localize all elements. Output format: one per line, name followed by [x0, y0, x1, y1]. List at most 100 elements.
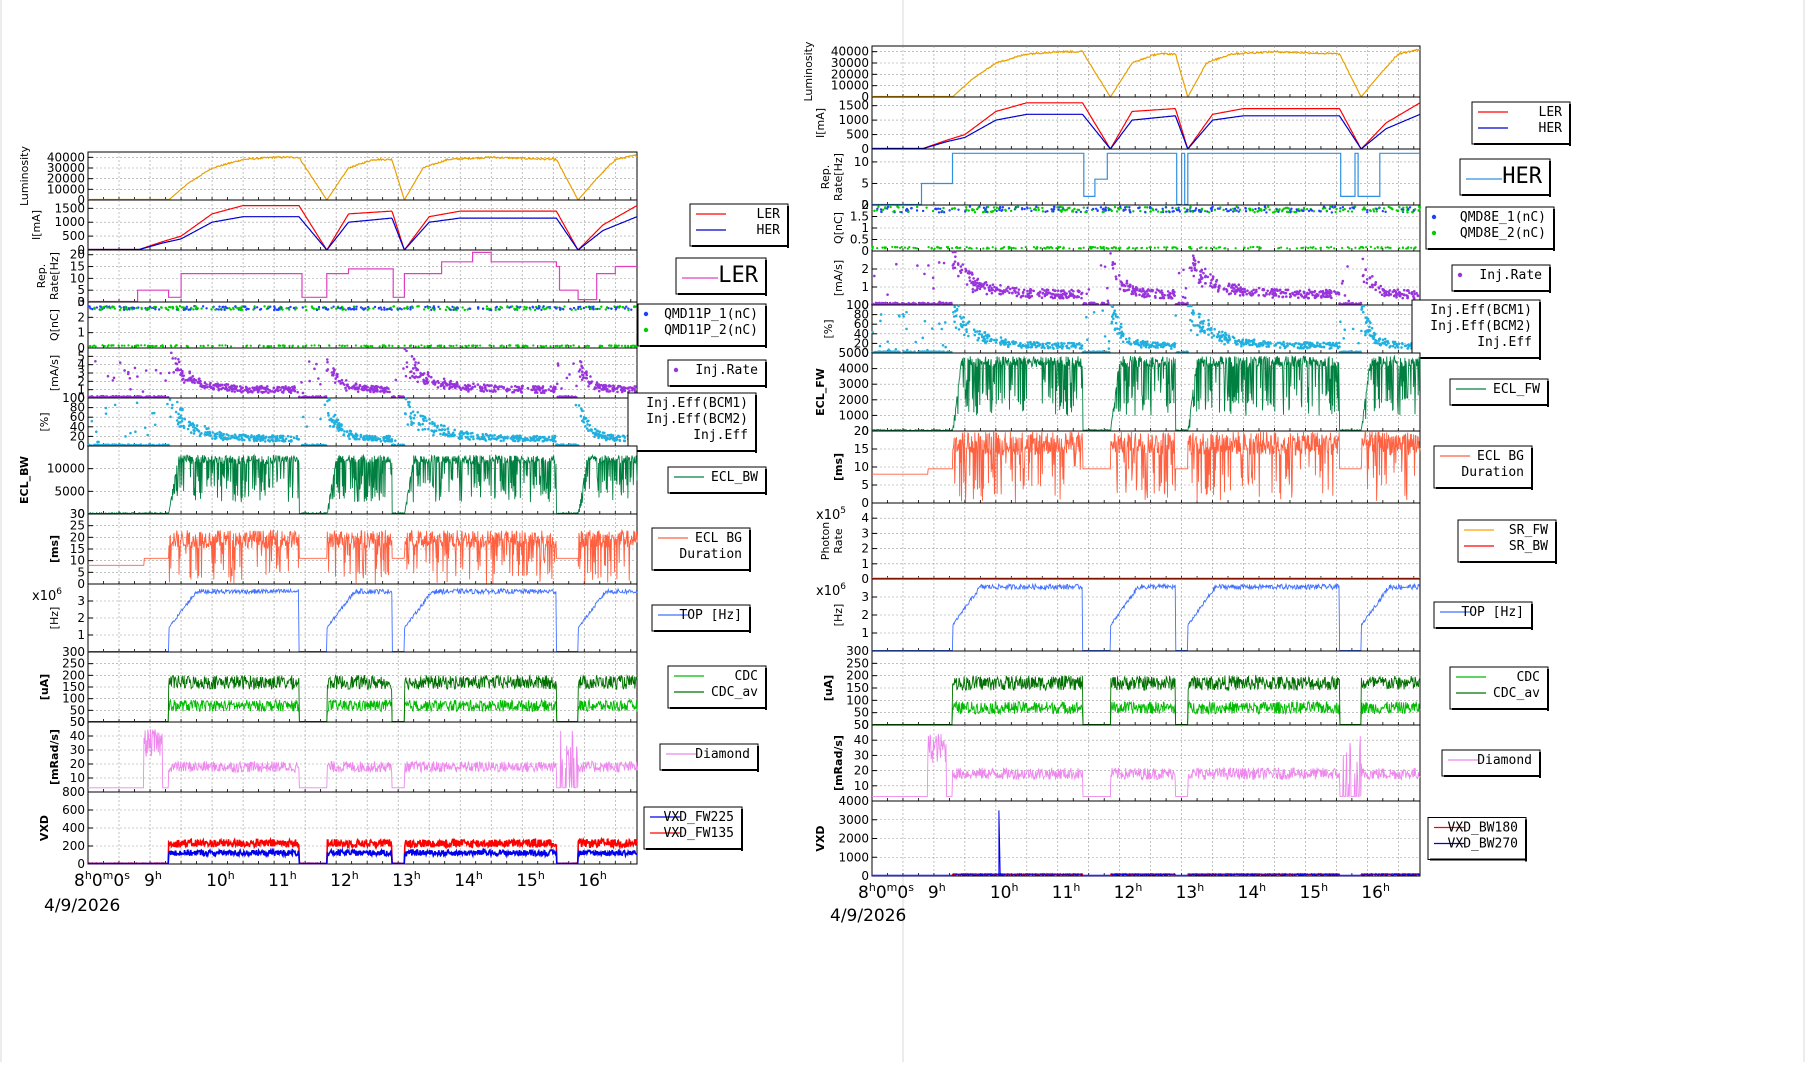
legend-swatch: [1432, 215, 1436, 219]
data-point: [481, 387, 484, 390]
data-point: [281, 436, 284, 439]
data-point: [1247, 247, 1249, 249]
data-point: [409, 308, 411, 310]
data-point: [1186, 208, 1188, 210]
data-point: [414, 364, 417, 367]
data-point: [327, 412, 330, 415]
data-point: [281, 308, 283, 310]
data-point: [293, 307, 295, 309]
data-point: [627, 309, 629, 311]
data-point: [417, 362, 420, 365]
data-point: [1333, 247, 1335, 249]
data-point: [1375, 208, 1377, 210]
data-point: [1329, 208, 1331, 210]
data-point: [280, 306, 282, 308]
data-point: [1217, 207, 1219, 209]
data-point: [424, 382, 427, 385]
data-point: [925, 206, 927, 208]
data-point: [536, 307, 538, 309]
data-point: [1099, 246, 1101, 248]
data-point: [1257, 210, 1259, 212]
data-point: [1204, 268, 1207, 271]
data-point: [1043, 247, 1045, 249]
time-label: 15h: [516, 869, 545, 891]
data-point: [1053, 206, 1055, 208]
tick-label: 30: [70, 743, 85, 757]
data-point: [422, 418, 425, 421]
data-point: [218, 305, 220, 307]
data-point: [968, 270, 971, 273]
data-point: [112, 379, 115, 382]
data-point: [965, 206, 967, 208]
data-point: [935, 208, 937, 210]
data-point: [399, 307, 401, 309]
data-point: [233, 436, 236, 439]
tick-label: 40: [70, 729, 85, 743]
data-point: [1063, 246, 1065, 248]
data-point: [629, 386, 632, 389]
data-point: [245, 345, 247, 347]
data-point: [1132, 210, 1134, 212]
data-point: [230, 387, 233, 390]
data-point: [1278, 247, 1280, 249]
data-point: [580, 308, 582, 310]
data-point: [214, 384, 217, 387]
data-point: [1358, 247, 1360, 249]
legend-charge: QMD11P_1(nC)QMD11P_2(nC): [638, 304, 766, 348]
data-point: [1118, 208, 1120, 210]
data-point: [341, 345, 343, 347]
data-point: [588, 306, 590, 308]
data-point: [93, 344, 95, 346]
data-point: [420, 344, 422, 346]
data-point: [218, 431, 221, 434]
data-point: [370, 386, 373, 389]
data-point: [113, 377, 116, 380]
time-label: 10h: [206, 869, 235, 891]
data-point: [171, 404, 174, 407]
tick-label: 2: [861, 262, 869, 276]
data-point: [276, 437, 279, 440]
data-point: [882, 209, 884, 211]
legend-entry: Inj.Eff(BCM1): [646, 396, 748, 411]
data-point: [609, 385, 612, 388]
data-point: [583, 307, 585, 309]
data-point: [1154, 247, 1156, 249]
data-point: [177, 413, 180, 416]
data-point: [1418, 206, 1420, 208]
data-point: [472, 382, 475, 385]
data-point: [928, 246, 930, 248]
data-point: [345, 379, 348, 382]
data-point: [446, 384, 449, 387]
data-point: [939, 247, 941, 249]
data-point: [1398, 206, 1400, 208]
data-point: [274, 390, 277, 393]
data-point: [1083, 247, 1085, 249]
data-point: [207, 344, 209, 346]
data-point: [1147, 293, 1150, 296]
data-point: [169, 306, 171, 308]
data-point: [1188, 208, 1190, 210]
data-point: [1160, 211, 1162, 213]
data-point: [578, 404, 581, 407]
data-point: [110, 344, 112, 346]
axis-label: Rate[Hz]: [832, 153, 845, 201]
data-point: [1383, 207, 1385, 209]
data-point: [271, 436, 274, 439]
data-point: [495, 307, 497, 309]
data-point: [549, 345, 551, 347]
data-point: [140, 344, 142, 346]
data-point: [1239, 294, 1242, 297]
data-point: [278, 386, 281, 389]
data-point: [106, 306, 108, 308]
data-point: [966, 246, 968, 248]
data-point: [131, 306, 133, 308]
data-point: [454, 384, 457, 387]
data-point: [598, 390, 601, 393]
data-point: [1286, 247, 1288, 249]
data-point: [880, 208, 882, 210]
data-point: [961, 263, 964, 266]
data-point: [304, 305, 306, 307]
data-point: [465, 436, 468, 439]
data-point: [268, 436, 271, 439]
